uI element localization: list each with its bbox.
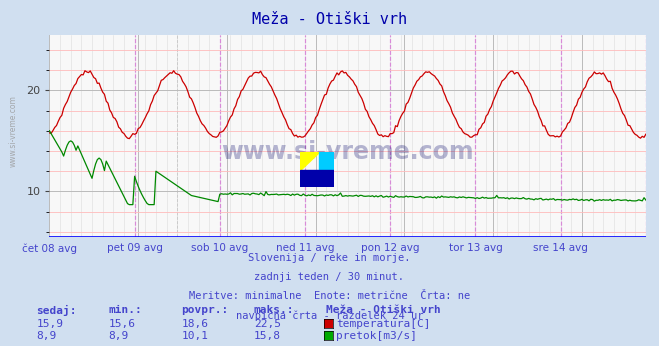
- Text: zadnji teden / 30 minut.: zadnji teden / 30 minut.: [254, 272, 405, 282]
- Text: maks.:: maks.:: [254, 305, 294, 315]
- Text: tor 13 avg: tor 13 avg: [449, 243, 502, 253]
- Text: sob 10 avg: sob 10 avg: [191, 243, 248, 253]
- Text: Meža - Otiški vrh: Meža - Otiški vrh: [326, 305, 441, 315]
- Text: sre 14 avg: sre 14 avg: [533, 243, 588, 253]
- Text: Meritve: minimalne  Enote: metrične  Črta: ne: Meritve: minimalne Enote: metrične Črta:…: [189, 291, 470, 301]
- Text: 22,5: 22,5: [254, 319, 281, 329]
- Text: Slovenija / reke in morje.: Slovenija / reke in morje.: [248, 253, 411, 263]
- Text: temperatura[C]: temperatura[C]: [336, 319, 430, 329]
- Text: povpr.:: povpr.:: [181, 305, 229, 315]
- Text: 18,6: 18,6: [181, 319, 208, 329]
- Polygon shape: [300, 170, 334, 187]
- Text: 8,9: 8,9: [109, 331, 129, 342]
- Text: ned 11 avg: ned 11 avg: [275, 243, 334, 253]
- Text: min.:: min.:: [109, 305, 142, 315]
- Text: 10,1: 10,1: [181, 331, 208, 342]
- Text: www.si-vreme.com: www.si-vreme.com: [9, 95, 18, 167]
- Text: sedaj:: sedaj:: [36, 305, 76, 316]
- Text: čet 08 avg: čet 08 avg: [22, 243, 77, 254]
- Text: www.si-vreme.com: www.si-vreme.com: [221, 140, 474, 164]
- Text: Meža - Otiški vrh: Meža - Otiški vrh: [252, 12, 407, 27]
- Text: pretok[m3/s]: pretok[m3/s]: [336, 331, 417, 342]
- Polygon shape: [300, 152, 319, 170]
- Polygon shape: [319, 152, 334, 170]
- Text: pon 12 avg: pon 12 avg: [361, 243, 420, 253]
- Text: 8,9: 8,9: [36, 331, 57, 342]
- Text: pet 09 avg: pet 09 avg: [107, 243, 163, 253]
- Text: 15,9: 15,9: [36, 319, 63, 329]
- Text: 15,8: 15,8: [254, 331, 281, 342]
- Text: navpična črta - razdelek 24 ur: navpična črta - razdelek 24 ur: [236, 310, 423, 321]
- Text: 15,6: 15,6: [109, 319, 136, 329]
